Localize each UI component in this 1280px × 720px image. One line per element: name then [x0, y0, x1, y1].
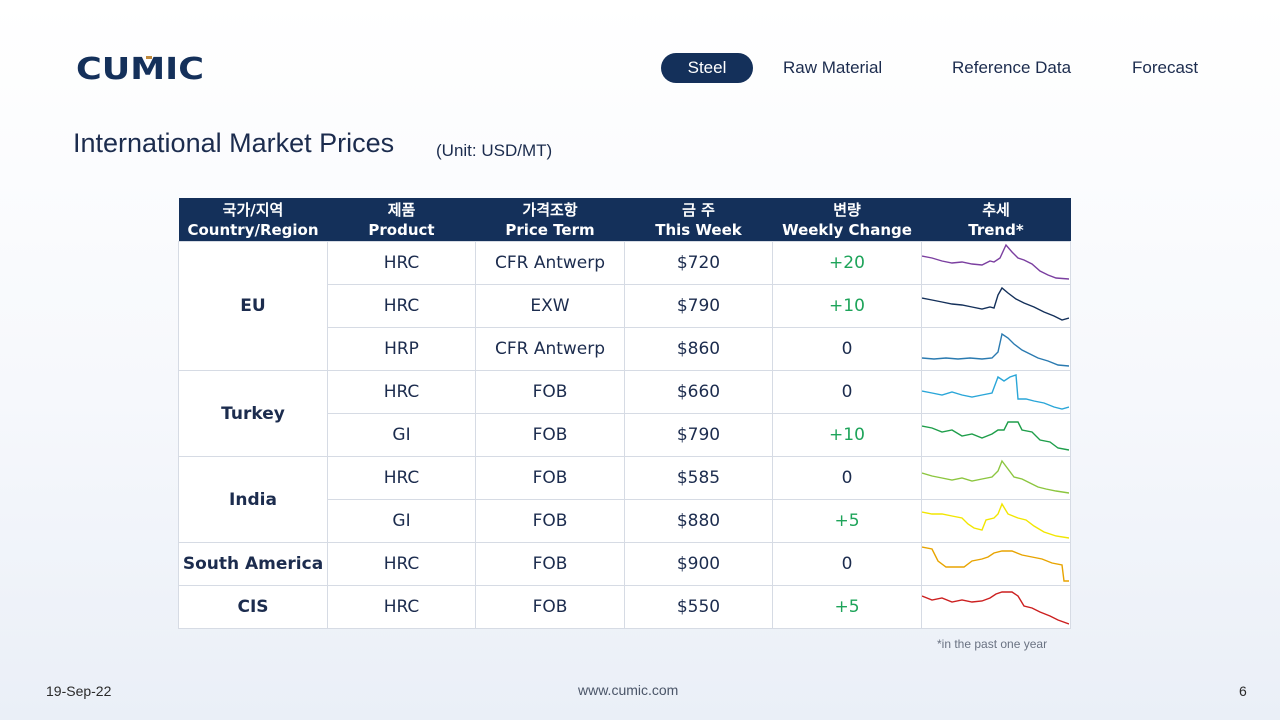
price-term-cell: FOB	[475, 499, 625, 543]
unit-label: (Unit: USD/MT)	[436, 141, 553, 160]
price-cell: $720	[624, 241, 773, 285]
product-cell: GI	[327, 413, 476, 457]
svg-text:CUMIC: CUMIC	[76, 52, 204, 84]
change-cell: 0	[772, 370, 922, 414]
trend-sparkline	[921, 370, 1071, 414]
product-cell: GI	[327, 499, 476, 543]
price-term-cell: EXW	[475, 284, 625, 328]
price-cell: $880	[624, 499, 773, 543]
region-cell: Turkey	[178, 370, 328, 457]
price-cell: $790	[624, 413, 773, 457]
price-cell: $660	[624, 370, 773, 414]
table-row: South America HRC FOB $900 0	[178, 542, 1071, 586]
trend-sparkline	[921, 456, 1071, 500]
page-title: International Market Prices	[73, 128, 395, 158]
trend-sparkline	[921, 327, 1071, 371]
product-cell: HRC	[327, 284, 476, 328]
trend-sparkline	[921, 499, 1071, 543]
price-term-cell: CFR Antwerp	[475, 327, 625, 371]
header-country-region: 국가/지역 Country/Region	[178, 198, 328, 242]
header-trend: 추세 Trend*	[921, 198, 1071, 242]
product-cell: HRC	[327, 585, 476, 629]
trend-sparkline	[921, 585, 1071, 629]
footer-date: 19-Sep-22	[46, 683, 112, 699]
header-this-week: 금 주 This Week	[624, 198, 773, 242]
price-cell: $860	[624, 327, 773, 371]
price-term-cell: FOB	[475, 542, 625, 586]
table-row: HRC EXW $790 +10	[179, 284, 1071, 328]
region-cell: CIS	[178, 585, 328, 629]
nav-tab-raw-material[interactable]: Raw Material	[783, 58, 883, 77]
price-cell: $790	[624, 284, 773, 328]
product-cell: HRC	[327, 456, 476, 500]
product-cell: HRC	[327, 241, 476, 285]
change-cell: +10	[772, 284, 922, 328]
change-cell: +10	[772, 413, 922, 457]
cumic-logo: CUMIC	[76, 52, 204, 84]
table-row: India HRC FOB $585 0	[178, 456, 1071, 543]
table-row: EU HRC CFR Antwerp $720 +20	[178, 241, 1071, 371]
price-term-cell: CFR Antwerp	[475, 241, 625, 285]
table-row: GI FOB $790 +10	[179, 413, 1071, 457]
price-term-cell: FOB	[475, 456, 625, 500]
change-cell: +5	[772, 585, 922, 629]
product-cell: HRP	[327, 327, 476, 371]
price-term-cell: FOB	[475, 413, 625, 457]
region-cell: India	[178, 456, 328, 543]
price-cell: $900	[624, 542, 773, 586]
trend-sparkline	[921, 542, 1071, 586]
change-cell: 0	[772, 456, 922, 500]
price-table: 국가/지역 Country/Region 제품 Product 가격조항 Price …	[178, 198, 1071, 629]
change-cell: +20	[772, 241, 922, 285]
price-cell: $550	[624, 585, 773, 629]
header-product: 제품 Product	[327, 198, 476, 242]
product-cell: HRC	[327, 542, 476, 586]
table-row: GI FOB $880 +5	[179, 499, 1071, 543]
header-weekly-change: 변량 Weekly Change	[772, 198, 922, 242]
region-cell: South America	[178, 542, 328, 586]
footer-website-link[interactable]: www.cumic.com	[578, 682, 679, 698]
region-cell: EU	[178, 241, 328, 371]
trend-sparkline	[921, 413, 1071, 457]
nav-tab-reference-data[interactable]: Reference Data	[952, 58, 1072, 77]
table-row: HRP CFR Antwerp $860 0	[179, 327, 1071, 371]
header-price-term: 가격조항 Price Term	[475, 198, 625, 242]
nav-tab-steel[interactable]: Steel	[661, 53, 753, 83]
trend-sparkline	[921, 284, 1071, 328]
trend-sparkline	[921, 241, 1071, 285]
page-number: 6	[1239, 683, 1247, 699]
footnote: *in the past one year	[937, 637, 1048, 651]
change-cell: 0	[772, 327, 922, 371]
table-row: Turkey HRC FOB $660 0	[178, 370, 1071, 457]
table-row: CIS HRC FOB $550 +5	[178, 585, 1071, 629]
price-term-cell: FOB	[475, 370, 625, 414]
change-cell: 0	[772, 542, 922, 586]
nav-tab-forecast[interactable]: Forecast	[1132, 58, 1199, 77]
table-header-row: 국가/지역 Country/Region 제품 Product 가격조항 Price …	[178, 198, 1071, 242]
change-cell: +5	[772, 499, 922, 543]
price-cell: $585	[624, 456, 773, 500]
product-cell: HRC	[327, 370, 476, 414]
price-term-cell: FOB	[475, 585, 625, 629]
